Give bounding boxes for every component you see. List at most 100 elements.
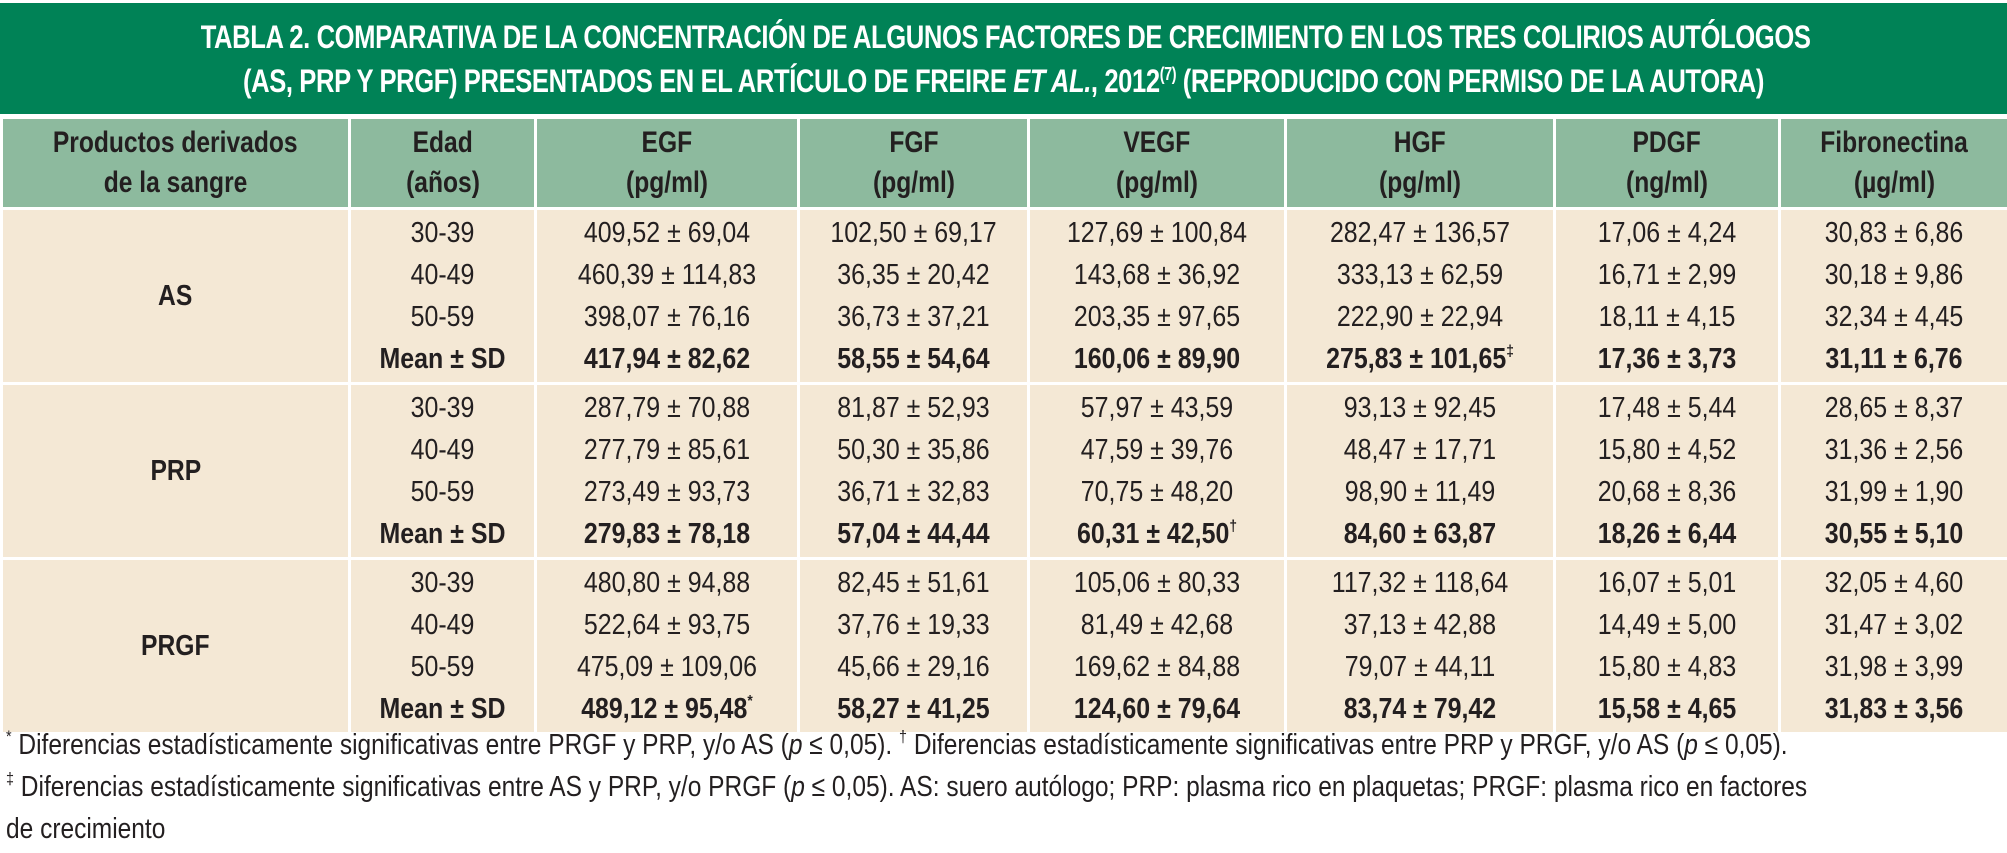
age-value: 203,35 ± 97,65 <box>1048 296 1266 338</box>
title-year: , 2012 <box>1090 63 1160 99</box>
value-text: 57,97 ± 43,59 <box>1080 392 1234 424</box>
value-cell-hgf: 282,47 ± 136,57 333,13 ± 62,59 222,90 ± 22… <box>1284 207 1556 385</box>
value-text: 15,58 ± 4,65 <box>1597 693 1737 725</box>
value-text: 50,30 ± 35,86 <box>837 434 990 466</box>
growth-factor-table: Productos derivados de la sangre Edad (año… <box>0 116 2007 735</box>
value-text: 30,55 ± 5,10 <box>1824 518 1964 550</box>
age-value: 57,97 ± 43,59 <box>1048 387 1266 429</box>
value-cell-egf: 409,52 ± 69,04 460,39 ± 114,83 398,07 ± 76… <box>534 207 800 385</box>
age-cell: 30-39 40-49 50-59 Mean ± SD <box>348 207 537 385</box>
age-value: 273,49 ± 93,73 <box>555 471 779 513</box>
age-value: 37,76 ± 19,33 <box>816 604 1011 646</box>
mean-value: 275,83 ± 101,65‡ <box>1306 338 1535 380</box>
title-italic-et-al: ET AL. <box>1013 63 1091 99</box>
age-value: 45,66 ± 29,16 <box>816 646 1011 688</box>
header-line: Fibronectina <box>1820 126 1968 159</box>
title-reference: (7) <box>1159 64 1177 84</box>
value-text: 36,73 ± 37,21 <box>837 301 990 333</box>
header-line: VEGF <box>1123 126 1191 159</box>
age-value: 277,79 ± 85,61 <box>555 429 779 471</box>
value-text: 57,04 ± 44,44 <box>837 518 990 550</box>
value-text: 222,90 ± 22,94 <box>1336 301 1504 333</box>
value-text: 475,09 ± 109,06 <box>576 651 758 683</box>
footnote-text: ≤ 0,05). AS: suero autólogo; PRP: plasma… <box>804 771 1808 803</box>
age-value: 398,07 ± 76,16 <box>555 296 779 338</box>
value-text: 37,76 ± 19,33 <box>837 609 990 641</box>
value-cell-fibronectina: 32,05 ± 4,60 31,47 ± 3,02 31,98 ± 3,99 31,8… <box>1778 557 2007 735</box>
col-header-vegf: VEGF (pg/ml) <box>1027 116 1287 210</box>
value-text: 18,11 ± 4,15 <box>1598 301 1736 333</box>
value-text: 16,07 ± 5,01 <box>1597 567 1737 599</box>
value-text: 160,06 ± 89,90 <box>1073 343 1241 375</box>
age-cell: 30-39 40-49 50-59 Mean ± SD <box>348 557 537 735</box>
header-line: (pg/ml) <box>1378 166 1461 199</box>
value-text: 398,07 ± 76,16 <box>583 301 751 333</box>
value-text: 16,71 ± 2,99 <box>1597 259 1737 291</box>
value-text: 30,83 ± 6,86 <box>1824 217 1964 249</box>
value-text: 20,68 ± 8,36 <box>1597 476 1737 508</box>
mean-value: 160,06 ± 89,90 <box>1048 338 1266 380</box>
mean-value: 124,60 ± 79,64 <box>1048 688 1266 730</box>
value-text: 124,60 ± 79,64 <box>1073 693 1241 725</box>
age-value: 31,47 ± 3,02 <box>1797 604 1991 646</box>
col-header-fibronectina: Fibronectina (µg/ml) <box>1778 116 2007 210</box>
col-header-product: Productos derivados de la sangre <box>0 116 351 210</box>
age-value: 31,36 ± 2,56 <box>1797 429 1991 471</box>
age-value: 15,80 ± 4,83 <box>1572 646 1763 688</box>
mean-value: 279,83 ± 78,18 <box>555 513 779 555</box>
value-text: 81,49 ± 42,68 <box>1080 609 1234 641</box>
mean-sd-label: Mean ± SD <box>379 343 506 375</box>
footnote-line-2: ‡ Diferencias estadísticamente significa… <box>6 766 1807 808</box>
group-name: AS <box>158 280 193 312</box>
col-header-age: Edad (años) <box>348 116 537 210</box>
age-value: 36,71 ± 32,83 <box>816 471 1011 513</box>
value-text: 48,47 ± 17,71 <box>1343 434 1497 466</box>
age-value: 460,39 ± 114,83 <box>555 254 779 296</box>
mean-value: 18,26 ± 6,44 <box>1572 513 1763 555</box>
age-value: 282,47 ± 136,57 <box>1306 212 1535 254</box>
group-label: PRGF <box>0 557 351 735</box>
value-text: 45,66 ± 29,16 <box>837 651 990 683</box>
value-text: 31,47 ± 3,02 <box>1824 609 1964 641</box>
value-text: 83,74 ± 79,42 <box>1343 693 1497 725</box>
age-value: 475,09 ± 109,06 <box>555 646 779 688</box>
mean-value: 83,74 ± 79,42 <box>1306 688 1535 730</box>
age-range: 30-39 <box>410 392 475 424</box>
group-label: PRP <box>0 382 351 560</box>
value-text: 409,52 ± 69,04 <box>583 217 751 249</box>
value-text: 31,83 ± 3,56 <box>1824 693 1964 725</box>
footnotes: * Diferencias estadísticamente significa… <box>6 724 2006 850</box>
value-text: 31,36 ± 2,56 <box>1824 434 1964 466</box>
value-cell-vegf: 127,69 ± 100,84 143,68 ± 36,92 203,35 ± 97… <box>1027 207 1287 385</box>
age-value: 287,79 ± 70,88 <box>555 387 779 429</box>
age-value: 222,90 ± 22,94 <box>1306 296 1535 338</box>
table-row-group-prp: PRP 30-39 40-49 50-59 Mean ± SD 287,79 ± 70,8… <box>0 382 2007 560</box>
value-text: 105,06 ± 80,33 <box>1073 567 1241 599</box>
footnote-text: ≤ 0,05). <box>802 729 900 761</box>
p-symbol: p <box>791 771 805 803</box>
value-cell-vegf: 105,06 ± 80,33 81,49 ± 42,68 169,62 ± 84,8… <box>1027 557 1287 735</box>
age-value: 117,32 ± 118,64 <box>1306 562 1535 604</box>
value-text: 58,55 ± 54,64 <box>837 343 990 375</box>
age-range: 30-39 <box>410 567 475 599</box>
value-text: 102,50 ± 69,17 <box>830 217 997 249</box>
footnote-line-3: de crecimiento <box>6 813 166 845</box>
value-text: 31,11 ± 6,76 <box>1825 343 1963 375</box>
value-cell-fgf: 102,50 ± 69,17 36,35 ± 20,42 36,73 ± 37,21… <box>797 207 1030 385</box>
age-value: 93,13 ± 92,45 <box>1306 387 1535 429</box>
value-text: 93,13 ± 92,45 <box>1343 392 1497 424</box>
value-cell-fibronectina: 30,83 ± 6,86 30,18 ± 9,86 32,34 ± 4,45 31,1… <box>1778 207 2007 385</box>
dagger-mark: † <box>899 727 908 746</box>
value-text: 28,65 ± 8,37 <box>1824 392 1964 424</box>
age-range: 50-59 <box>410 301 475 333</box>
value-text: 282,47 ± 136,57 <box>1329 217 1511 249</box>
age-value: 37,13 ± 42,88 <box>1306 604 1535 646</box>
value-text: 14,49 ± 5,00 <box>1597 609 1737 641</box>
mean-value: 489,12 ± 95,48* <box>555 688 779 730</box>
p-symbol: p <box>788 729 803 761</box>
table-title: TABLA 2. COMPARATIVA DE LA CONCENTRACIÓN… <box>0 3 2007 114</box>
title-text: (AS, PRP Y PRGF) PRESENTADOS EN EL ARTÍC… <box>242 63 1014 99</box>
p-symbol: p <box>1684 729 1698 761</box>
age-value: 15,80 ± 4,52 <box>1572 429 1763 471</box>
mean-value: 84,60 ± 63,87 <box>1306 513 1535 555</box>
